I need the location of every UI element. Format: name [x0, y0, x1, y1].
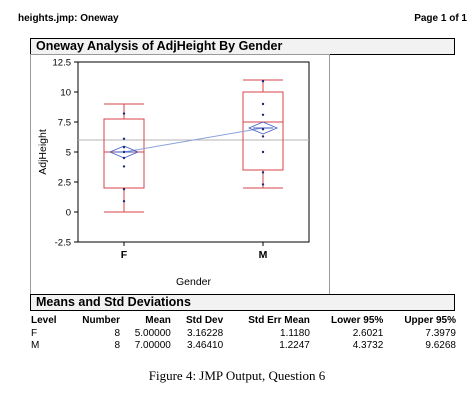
mean-diamond [108, 145, 140, 159]
table-row: F 8 5.00000 3.16228 1.1180 2.6021 7.3979 [31, 327, 456, 339]
table-cell: 2.6021 [352, 327, 384, 339]
column-header: Number [82, 314, 121, 326]
table-cell: 1.2247 [279, 339, 310, 351]
y-tick-label: -2.5 [55, 238, 71, 249]
x-tick-label: M [259, 249, 268, 261]
data-point [122, 112, 126, 115]
oneway-title: Oneway Analysis of AdjHeight By Gender [30, 38, 455, 55]
data-point [261, 183, 265, 186]
data-point [261, 171, 265, 174]
column-header: Mean [145, 314, 171, 326]
y-tick-label: 10 [60, 88, 71, 99]
column-header: Level [31, 314, 57, 326]
data-point [261, 102, 265, 106]
data-point [261, 113, 265, 116]
mean-diamond [247, 121, 279, 135]
table-cell: F [31, 327, 38, 339]
figure-caption: Figure 4: JMP Output, Question 6 [148, 368, 326, 383]
page-label: Page 1 of 1 [414, 13, 467, 24]
x-tick-label: F [121, 249, 128, 261]
data-point [122, 165, 126, 168]
table-cell: 3.46410 [187, 339, 224, 351]
table-cell: 7.00000 [134, 339, 171, 351]
means-title: Means and Std Deviations [30, 294, 455, 311]
table-cell: 9.6268 [425, 339, 456, 351]
table-cell: 8 [114, 327, 121, 339]
box-iqr [103, 118, 145, 189]
column-header: Upper 95% [404, 314, 456, 326]
table-cell: 1.1180 [280, 327, 310, 339]
oneway-chart: -2.5 0 2.5 5 7.5 10 12.5 F M Gender AdjHeight [37, 58, 310, 288]
y-tick-label: 12.5 [53, 58, 72, 69]
data-point [122, 156, 126, 160]
means-header-row: Level Number Mean Std Dev Std Err Mean Lower … [31, 314, 456, 327]
column-header: Std Dev [185, 314, 224, 326]
chart-panel: -2.5 0 2.5 5 7.5 10 12.5 F M Gender AdjHeight [30, 54, 330, 302]
data-point [122, 150, 126, 154]
table-cell: M [31, 339, 40, 351]
column-header: Std Err Mean [248, 314, 310, 326]
data-point [122, 188, 126, 191]
data-point [122, 146, 126, 149]
data-point [261, 128, 265, 131]
y-tick-label: 0 [66, 208, 71, 219]
table-cell: 7.3979 [425, 327, 456, 339]
x-axis-label: Gender [176, 276, 212, 288]
data-point [122, 137, 126, 140]
column-header: Lower 95% [331, 314, 384, 326]
table-row: M 8 7.00000 3.46410 1.2247 4.3732 9.6268 [31, 339, 456, 351]
data-point [122, 200, 126, 203]
table-cell: 8 [114, 339, 121, 351]
data-point [261, 80, 265, 83]
file-title: heights.jmp: Oneway [18, 13, 119, 24]
table-cell: 3.16228 [187, 327, 224, 339]
y-tick-label: 5 [66, 148, 71, 159]
means-connect-line [123, 127, 264, 153]
table-cell: 4.3732 [352, 339, 384, 351]
y-tick-label: 7.5 [58, 118, 71, 129]
data-point [261, 150, 265, 154]
table-cell: 5.00000 [134, 327, 171, 339]
data-point [261, 135, 265, 138]
y-axis-label: AdjHeight [37, 129, 49, 175]
means-table: Level Number Mean Std Dev Std Err Mean Lower … [31, 314, 456, 351]
y-tick-label: 2.5 [58, 178, 71, 189]
